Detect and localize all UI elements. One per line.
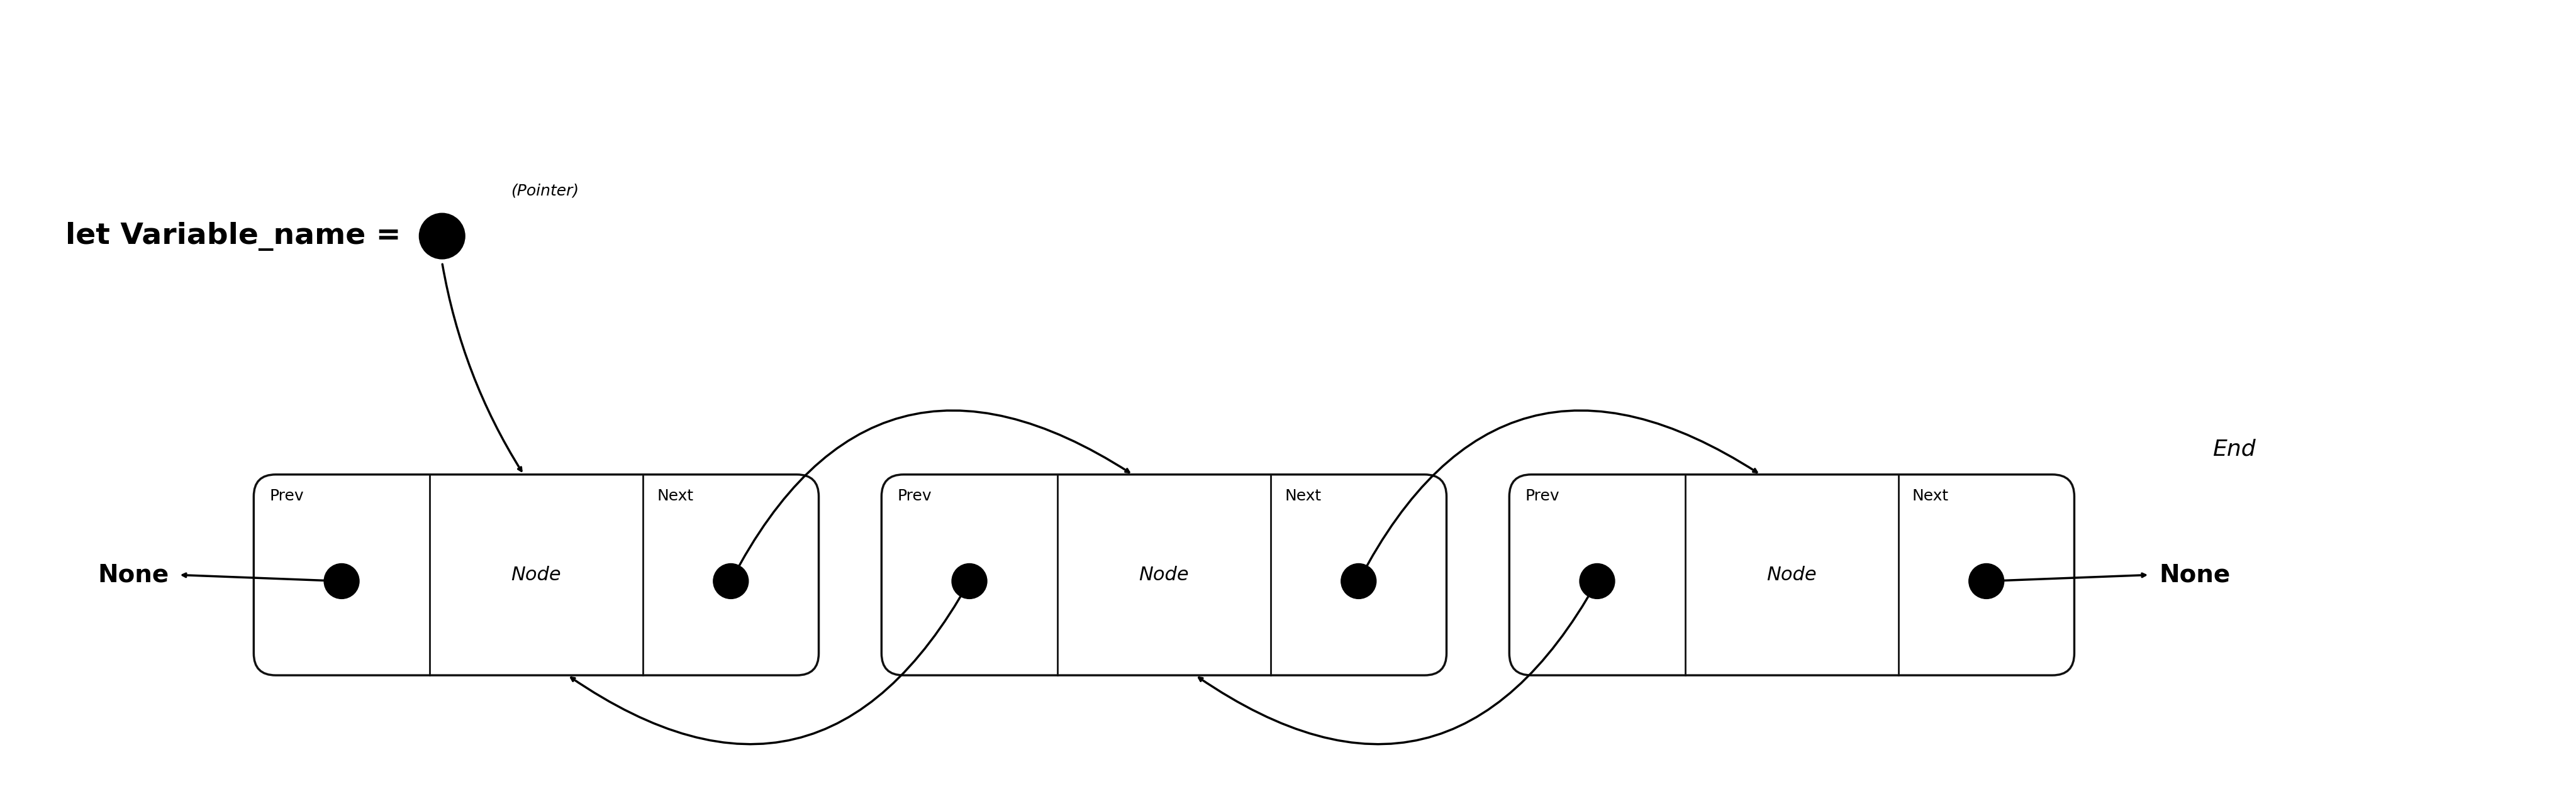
Text: None: None [98, 563, 170, 587]
Text: Prev: Prev [270, 488, 304, 504]
Text: None: None [2159, 563, 2231, 587]
Text: Node: Node [510, 566, 562, 584]
Text: Prev: Prev [1525, 488, 1558, 504]
Circle shape [951, 564, 987, 599]
Text: Node: Node [1767, 566, 1816, 584]
Text: Node: Node [1139, 566, 1190, 584]
Text: End: End [2213, 439, 2257, 460]
Circle shape [1968, 564, 2004, 599]
Circle shape [420, 213, 464, 259]
Text: let Variable_name =: let Variable_name = [64, 221, 402, 251]
Text: Next: Next [1285, 488, 1321, 504]
Circle shape [714, 564, 750, 599]
Circle shape [325, 564, 358, 599]
Text: Prev: Prev [896, 488, 933, 504]
Text: Next: Next [657, 488, 693, 504]
Circle shape [1342, 564, 1376, 599]
FancyBboxPatch shape [1510, 474, 2074, 676]
Circle shape [1579, 564, 1615, 599]
FancyBboxPatch shape [252, 474, 819, 676]
Text: (Pointer): (Pointer) [510, 183, 580, 199]
FancyBboxPatch shape [881, 474, 1448, 676]
Text: Next: Next [1911, 488, 1950, 504]
